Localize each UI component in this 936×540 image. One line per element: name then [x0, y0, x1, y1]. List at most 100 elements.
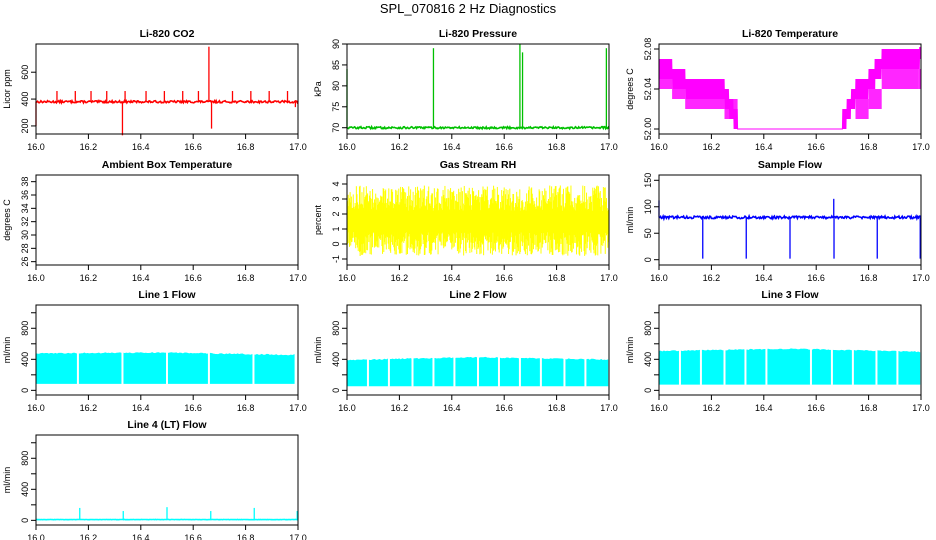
- x-tick-label: 16.4: [132, 273, 150, 283]
- data-layer: [658, 46, 922, 130]
- step-block: [881, 69, 919, 89]
- x-tick-label: 16.6: [495, 142, 513, 152]
- x-tick-label: 16.4: [443, 403, 461, 413]
- y-tick-label: 75: [331, 102, 341, 112]
- y-axis-label: ml/min: [313, 337, 323, 364]
- figure-title: SPL_070816 2 Hz Diagnostics: [379, 1, 557, 16]
- y-tick-label: 38: [20, 177, 30, 187]
- y-axis-label: degrees C: [625, 68, 635, 110]
- x-tick-label: 16.8: [237, 403, 255, 413]
- y-axis-label: ml/min: [2, 337, 12, 364]
- y-tick-label: 3: [331, 196, 341, 201]
- x-tick-label: 16.2: [80, 403, 98, 413]
- x-tick-label: 16.4: [755, 142, 773, 152]
- step-block: [672, 79, 686, 99]
- plot-frame: [346, 304, 610, 396]
- x-tick-label: 16.4: [132, 533, 150, 540]
- y-tick-label: 200: [20, 118, 30, 133]
- panel-title: Sample Flow: [758, 159, 823, 171]
- y-tick-label: -1: [331, 255, 341, 263]
- y-tick-label: 0: [331, 388, 341, 393]
- data-layer: [346, 185, 610, 256]
- y-tick-label: 0: [643, 388, 653, 393]
- y-tick-label: 30: [20, 230, 30, 240]
- y-tick-label: 400: [643, 352, 653, 367]
- panel-title: Line 2 Flow: [449, 289, 507, 301]
- data-layer: [658, 198, 922, 259]
- y-tick-label: 0: [643, 257, 653, 262]
- y-tick-label: 26: [20, 257, 30, 267]
- data-layer: [35, 350, 295, 385]
- y-axis-label: percent: [313, 204, 323, 235]
- x-tick-label: 16.2: [703, 273, 721, 283]
- x-tick-label: 16.6: [184, 273, 202, 283]
- y-axis-label: kPa: [313, 81, 323, 97]
- y-tick-label: 150: [643, 173, 653, 188]
- panel-title: Line 4 (LT) Flow: [127, 419, 207, 431]
- panel-title: Ambient Box Temperature: [102, 159, 233, 171]
- y-tick-label: 400: [20, 92, 30, 107]
- y-tick-label: 36: [20, 190, 30, 200]
- y-tick-label: 1: [331, 226, 341, 231]
- x-tick-label: 17.0: [289, 273, 307, 283]
- x-tick-label: 16.0: [650, 142, 668, 152]
- x-tick-label: 16.4: [755, 273, 773, 283]
- x-tick-label: 17.0: [912, 273, 930, 283]
- panel-7: Line 1 Flow 16.0 16.2 16.4 16.6 16.8 17.0 0 400 8…: [2, 289, 307, 413]
- y-axis-label: degrees C: [2, 199, 12, 241]
- panel-6: Sample Flow 16.0 16.2 16.4 16.6 16.8 17.0 0 50 10…: [625, 159, 930, 283]
- y-tick-label: 0: [20, 388, 30, 393]
- x-tick-label: 16.2: [703, 403, 721, 413]
- plot-frame: [346, 174, 610, 266]
- x-tick-label: 16.6: [495, 273, 513, 283]
- x-tick-label: 16.2: [80, 273, 98, 283]
- x-tick-label: 16.8: [237, 273, 255, 283]
- y-axis-label: ml/min: [625, 207, 635, 234]
- series-line: [347, 124, 610, 131]
- y-tick-label: 600: [20, 65, 30, 80]
- x-tick-label: 16.0: [27, 403, 45, 413]
- y-tick-label: 80: [331, 81, 341, 91]
- y-tick-label: 52.08: [643, 38, 653, 61]
- panel-title: Li-820 Temperature: [742, 28, 838, 40]
- x-tick-label: 16.6: [807, 142, 825, 152]
- y-tick-label: 100: [643, 199, 653, 214]
- x-tick-label: 16.0: [338, 403, 356, 413]
- step-block: [918, 69, 921, 89]
- x-tick-label: 16.4: [443, 273, 461, 283]
- x-tick-label: 16.0: [27, 273, 45, 283]
- y-tick-label: 0: [20, 518, 30, 523]
- x-tick-label: 16.2: [391, 142, 409, 152]
- x-tick-label: 16.6: [184, 403, 202, 413]
- x-tick-label: 16.6: [495, 403, 513, 413]
- band-core: [347, 211, 609, 232]
- data-layer: [36, 507, 298, 521]
- x-tick-label: 16.2: [391, 273, 409, 283]
- x-tick-label: 16.8: [860, 403, 878, 413]
- panel-3: Li-820 Temperature 16.0 16.2 16.4 16.6 16.8 17…: [625, 28, 930, 152]
- y-tick-label: 4: [331, 181, 341, 186]
- x-tick-label: 16.0: [650, 403, 668, 413]
- x-tick-label: 16.2: [80, 142, 98, 152]
- y-tick-label: 800: [643, 321, 653, 336]
- x-tick-label: 16.6: [807, 403, 825, 413]
- x-tick-label: 16.8: [237, 533, 255, 540]
- data-layer: [346, 354, 609, 387]
- x-tick-label: 16.8: [548, 403, 566, 413]
- x-tick-label: 16.4: [132, 142, 150, 152]
- data-layer: [658, 346, 921, 385]
- x-tick-label: 16.0: [27, 533, 45, 540]
- flow-area: [658, 348, 921, 385]
- y-tick-label: 800: [331, 321, 341, 336]
- y-tick-label: 400: [20, 352, 30, 367]
- panel-title: Li-820 Pressure: [439, 28, 517, 40]
- x-tick-label: 16.0: [650, 273, 668, 283]
- step-block: [659, 69, 673, 89]
- x-tick-label: 16.8: [860, 273, 878, 283]
- x-tick-label: 16.8: [548, 142, 566, 152]
- y-tick-label: 400: [20, 482, 30, 497]
- y-axis-label: ml/min: [625, 337, 635, 364]
- panel-2: Li-820 Pressure 16.0 16.2 16.4 16.6 16.8 17.0 7…: [313, 28, 618, 152]
- series-line: [35, 98, 299, 105]
